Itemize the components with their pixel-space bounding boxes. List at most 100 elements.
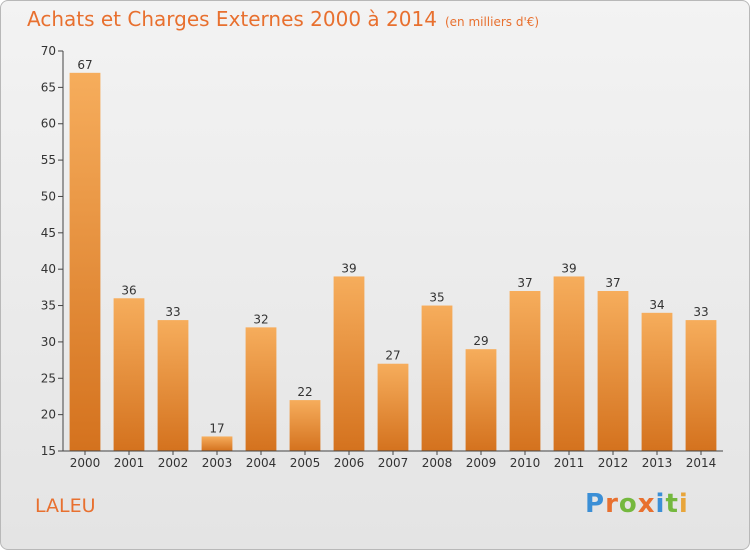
bar-2009: [465, 349, 497, 451]
y-tick: 20: [41, 408, 63, 422]
x-tick-label-2000: 2000: [70, 456, 101, 470]
y-tick-label: 65: [41, 80, 56, 94]
y-tick-label: 70: [41, 44, 56, 58]
y-tick-label: 60: [41, 117, 56, 131]
x-tick-label-2006: 2006: [334, 456, 365, 470]
value-label-2011: 39: [561, 261, 576, 275]
value-label-2002: 33: [165, 305, 180, 319]
y-tick: 55: [41, 153, 63, 167]
value-label-2014: 33: [693, 305, 708, 319]
x-tick-label-2010: 2010: [510, 456, 541, 470]
x-tick-label-2009: 2009: [466, 456, 497, 470]
x-tick: 2012: [598, 451, 629, 470]
x-tick: 2011: [554, 451, 585, 470]
x-tick-label-2002: 2002: [158, 456, 189, 470]
y-tick: 65: [41, 80, 63, 94]
value-label-2003: 17: [209, 421, 224, 435]
logo-letter: i: [655, 489, 666, 519]
bar-2012: [597, 291, 629, 451]
place-name: LALEU: [35, 495, 96, 517]
bar-2010: [509, 291, 541, 451]
y-tick-label: 55: [41, 153, 56, 167]
x-tick-label-2001: 2001: [114, 456, 145, 470]
y-tick: 35: [41, 299, 63, 313]
x-tick-label-2014: 2014: [686, 456, 717, 470]
y-tick: 30: [41, 335, 63, 349]
x-tick: 2001: [114, 451, 145, 470]
bar-2000: [69, 72, 101, 452]
x-tick: 2005: [290, 451, 321, 470]
bar-2004: [245, 327, 277, 451]
bar-2007: [377, 363, 409, 451]
bar-2005: [289, 400, 321, 451]
logo-letter: t: [665, 489, 679, 519]
value-label-2009: 29: [473, 334, 488, 348]
value-label-2004: 32: [253, 312, 268, 326]
bar-2014: [685, 320, 717, 451]
y-tick: 25: [41, 371, 63, 385]
value-label-2000: 67: [77, 58, 92, 72]
value-label-2005: 22: [297, 385, 312, 399]
bar-2002: [157, 320, 189, 451]
y-tick-label: 35: [41, 299, 56, 313]
x-tick: 2004: [246, 451, 277, 470]
bars: 67 36 33 17 32 22 39 27 35 29 37 39 37 34 33: [69, 58, 717, 452]
bar-2011: [553, 276, 585, 451]
x-tick: 2002: [158, 451, 189, 470]
x-tick-label-2013: 2013: [642, 456, 673, 470]
x-tick-label-2003: 2003: [202, 456, 233, 470]
x-tick: 2006: [334, 451, 365, 470]
value-label-2008: 35: [429, 291, 444, 305]
value-label-2001: 36: [121, 283, 136, 297]
y-tick-label: 50: [41, 189, 56, 203]
y-tick: 15: [41, 444, 63, 458]
proxiti-logo: Proxiti: [585, 489, 689, 519]
y-tick: 50: [41, 189, 63, 203]
y-tick-label: 45: [41, 226, 56, 240]
bar-2003: [201, 436, 233, 451]
logo-letter: x: [637, 489, 656, 519]
y-axis: 15 20 25 30 35 40 45 50 55 60 65 70: [41, 44, 64, 458]
bar-2008: [421, 305, 453, 451]
value-label-2012: 37: [605, 276, 620, 290]
x-tick: 2000: [70, 451, 101, 470]
logo-letter: o: [618, 489, 638, 519]
y-tick-label: 40: [41, 262, 56, 276]
x-tick: 2007: [378, 451, 409, 470]
chart-title: Achats et Charges Externes 2000 à 2014 (e…: [27, 7, 539, 31]
x-tick-label-2011: 2011: [554, 456, 585, 470]
x-tick-label-2005: 2005: [290, 456, 321, 470]
chart-subtitle: (en milliers d'€): [444, 15, 540, 29]
x-tick: 2014: [686, 451, 717, 470]
x-tick: 2013: [642, 451, 673, 470]
x-tick: 2008: [422, 451, 453, 470]
x-tick: 2003: [202, 451, 233, 470]
x-axis: 2000 2001 2002 2003 2004 2005 2006 2007 2008 2009…: [63, 450, 723, 470]
bar-2013: [641, 312, 673, 451]
bar-2001: [113, 298, 145, 451]
x-tick-label-2012: 2012: [598, 456, 629, 470]
y-tick-label: 25: [41, 371, 56, 385]
value-label-2007: 27: [385, 349, 400, 363]
y-tick-label: 30: [41, 335, 56, 349]
x-tick: 2010: [510, 451, 541, 470]
y-tick: 70: [41, 44, 63, 58]
y-tick-label: 20: [41, 408, 56, 422]
logo-letter: i: [678, 489, 689, 519]
x-tick-label-2008: 2008: [422, 456, 453, 470]
y-tick: 60: [41, 117, 63, 131]
x-tick-label-2007: 2007: [378, 456, 409, 470]
logo-letter: P: [585, 489, 606, 519]
value-label-2006: 39: [341, 261, 356, 275]
x-tick-label-2004: 2004: [246, 456, 277, 470]
y-tick: 40: [41, 262, 63, 276]
value-label-2010: 37: [517, 276, 532, 290]
y-tick-label: 15: [41, 444, 56, 458]
chart-title-main: Achats et Charges Externes 2000 à 2014: [27, 7, 437, 31]
logo-letter: r: [605, 489, 619, 519]
bar-2006: [333, 276, 365, 451]
value-label-2013: 34: [649, 298, 664, 312]
y-tick: 45: [41, 226, 63, 240]
